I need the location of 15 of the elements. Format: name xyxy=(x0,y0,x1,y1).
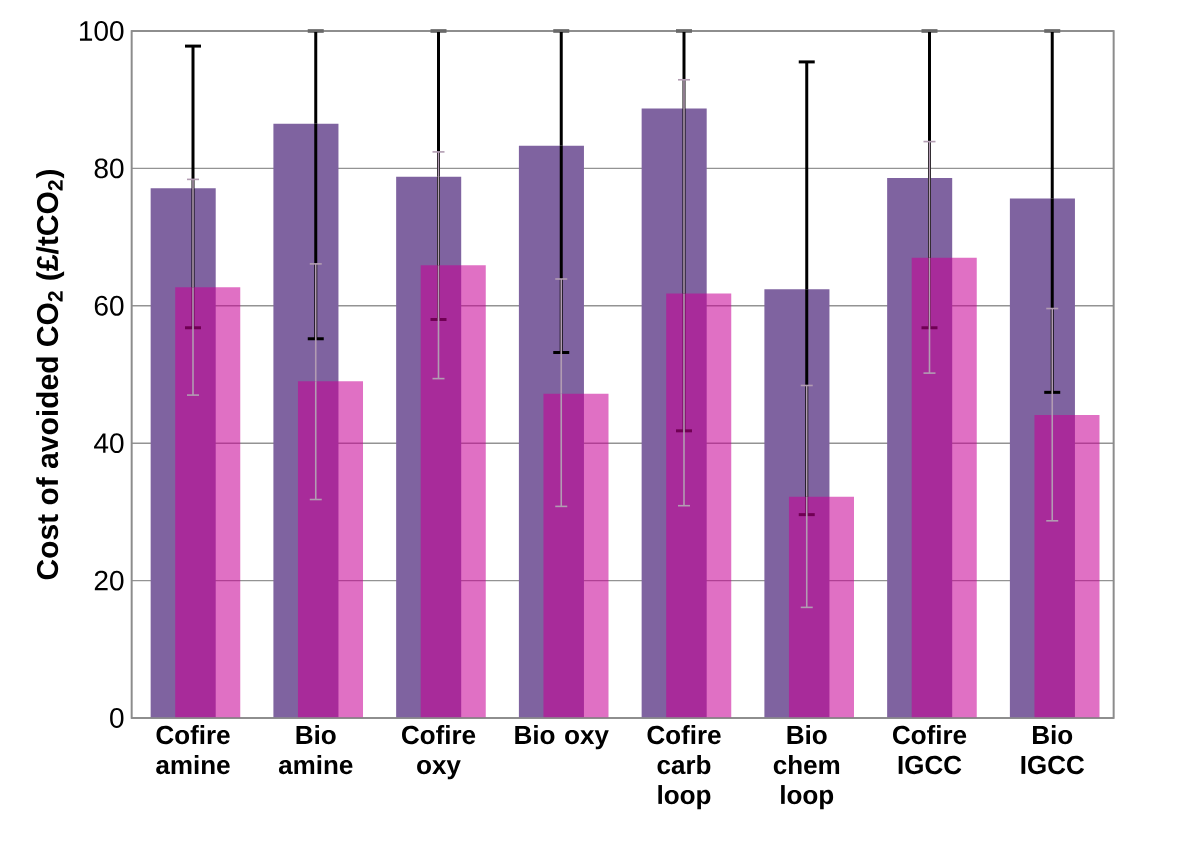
x-tick-label: Cofire oxy xyxy=(402,725,476,780)
y-tick-label: 60 xyxy=(94,295,124,316)
x-tick-label: Bio oxy xyxy=(515,725,609,750)
x-tick-label: Cofire IGCC xyxy=(893,725,967,775)
y-tick-label: 0 xyxy=(110,708,124,728)
y-tick-label: 100 xyxy=(79,21,124,41)
x-tick-label: Bio IGCC xyxy=(1021,725,1085,775)
x-tick-label: Bio chem loop xyxy=(773,725,840,810)
y-tick-label: 20 xyxy=(94,570,124,591)
x-tick-label: Bio amine xyxy=(278,725,353,775)
y-tick-label: 40 xyxy=(94,433,124,454)
x-tick-label: Cofire amine xyxy=(156,725,230,775)
x-tick-label: Cofire carb loop xyxy=(647,725,721,810)
y-axis-title: Cost of avoided CO$_{2}$ (£/tCO$_{2}$) xyxy=(36,169,65,580)
y-tick-label: 80 xyxy=(94,158,124,179)
